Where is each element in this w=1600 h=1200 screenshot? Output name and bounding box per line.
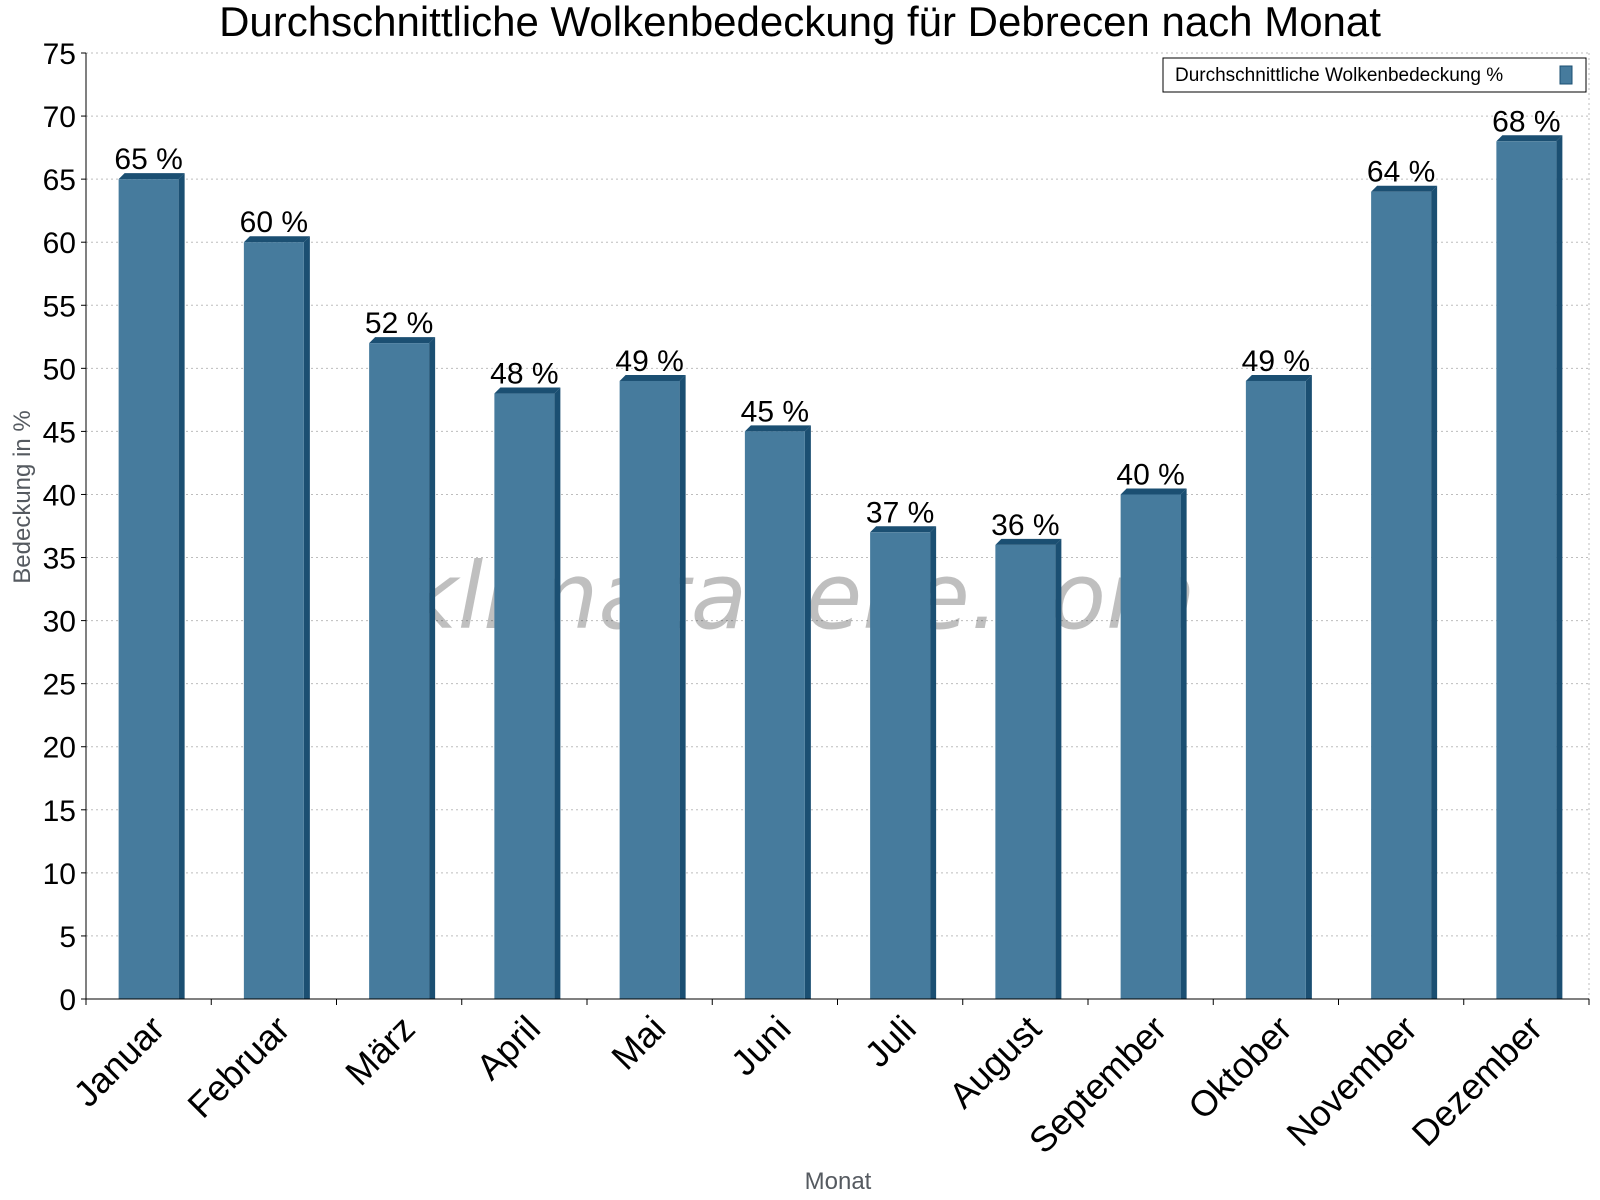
- x-tick-label: Juli: [857, 1008, 924, 1075]
- y-tick-label: 60: [43, 227, 76, 260]
- bar-top: [995, 538, 1062, 545]
- y-tick-label: 30: [43, 606, 76, 639]
- y-tick-label: 70: [43, 101, 76, 134]
- y-tick-label: 55: [43, 290, 76, 323]
- y-tick-label: 15: [43, 795, 76, 828]
- bar: [870, 532, 931, 999]
- data-label: 40 %: [1116, 458, 1184, 491]
- y-tick-label: 75: [43, 38, 76, 71]
- bar-side: [679, 374, 686, 999]
- x-tick-label: Mai: [603, 1008, 673, 1078]
- y-tick-labels: 0 5 10 15 20 25 30 35 40 45 50 55 60 65 70 75: [43, 38, 76, 1017]
- axes: [81, 52, 1590, 1005]
- data-label: 60 %: [240, 206, 308, 239]
- bar: [243, 242, 304, 999]
- y-tick-label: 35: [43, 543, 76, 576]
- y-tick-label: 50: [43, 353, 76, 386]
- bar-side: [1305, 374, 1312, 999]
- bar-top: [1496, 135, 1563, 142]
- bar-top: [1120, 488, 1187, 495]
- data-label: 48 %: [490, 358, 558, 391]
- data-label: 52 %: [365, 307, 433, 340]
- bar-side: [1556, 135, 1563, 999]
- x-tick-labels: Januar Februar März April Mai Juni Juli AugustS…: [65, 1008, 1550, 1162]
- data-label: 36 %: [991, 509, 1059, 542]
- bar: [1371, 191, 1432, 999]
- bar: [995, 544, 1056, 999]
- bar: [369, 343, 430, 999]
- bar-top: [744, 425, 811, 432]
- bar: [118, 179, 179, 1000]
- x-tick-label: Februar: [179, 1008, 297, 1126]
- data-label: 37 %: [866, 496, 934, 529]
- legend-label: Durchschnittliche Wolkenbedeckung %: [1175, 65, 1503, 86]
- chart-title: Durchschnittliche Wolkenbedeckung für De…: [219, 0, 1381, 45]
- legend-box: [1162, 57, 1587, 93]
- x-tick-label: November: [1278, 1008, 1424, 1154]
- bar: [1120, 494, 1181, 999]
- bars: [118, 135, 1563, 1000]
- bar: [494, 393, 555, 999]
- bar-side: [554, 387, 561, 999]
- x-tick-label: April: [468, 1008, 548, 1088]
- y-tick-label: 40: [43, 479, 76, 512]
- bar-top: [1371, 185, 1438, 192]
- bar-side: [178, 173, 185, 1000]
- bar-side: [1055, 538, 1062, 999]
- bar-side: [1180, 488, 1187, 999]
- bar-top: [243, 236, 310, 243]
- y-tick-label: 65: [43, 164, 76, 197]
- y-axis-label: Bedeckung in %: [9, 410, 36, 583]
- data-label: 45 %: [741, 395, 809, 428]
- bar-side: [804, 425, 811, 999]
- bar-top: [1245, 374, 1312, 381]
- bar-top: [118, 173, 185, 180]
- data-label: 68 %: [1492, 105, 1560, 138]
- x-tick-label: September: [1021, 1008, 1175, 1162]
- y-tick-label: 5: [59, 921, 76, 954]
- bar-side: [429, 337, 436, 999]
- bar: [744, 431, 805, 999]
- legend: Durchschnittliche Wolkenbedeckung %: [1162, 57, 1587, 93]
- x-tick-label: Dezember: [1404, 1008, 1550, 1154]
- bar: [619, 380, 680, 999]
- x-tick-label: Juni: [723, 1008, 799, 1084]
- bar: [1245, 380, 1306, 999]
- x-tick-label: Januar: [65, 1008, 172, 1115]
- x-axis-label: Monat: [805, 1168, 872, 1195]
- data-label: 64 %: [1367, 156, 1435, 189]
- data-label: 65 %: [114, 143, 182, 176]
- gridlines: [86, 52, 1590, 999]
- bar-side: [930, 526, 937, 999]
- bar-top: [494, 387, 561, 394]
- bar-top: [619, 374, 686, 381]
- x-tick-label: Oktober: [1180, 1008, 1300, 1128]
- bar-side: [303, 236, 310, 999]
- data-label: 49 %: [615, 345, 683, 378]
- bar-top: [369, 337, 436, 344]
- legend-swatch: [1559, 65, 1573, 85]
- bar-side: [1431, 185, 1438, 999]
- y-tick-label: 20: [43, 732, 76, 765]
- x-tick-label: August: [941, 1008, 1049, 1116]
- bar-top: [870, 526, 937, 533]
- data-label: 49 %: [1242, 345, 1310, 378]
- y-tick-label: 0: [59, 984, 76, 1017]
- x-tick-label: März: [337, 1008, 423, 1094]
- data-labels: 65 % 60 % 52 % 48 % 49 % 45 % 37 % 36 % 40 % 49 %…: [114, 105, 1560, 542]
- bar: [1496, 141, 1557, 999]
- y-tick-label: 45: [43, 416, 76, 449]
- y-tick-label: 25: [43, 669, 76, 702]
- y-tick-label: 10: [43, 858, 76, 891]
